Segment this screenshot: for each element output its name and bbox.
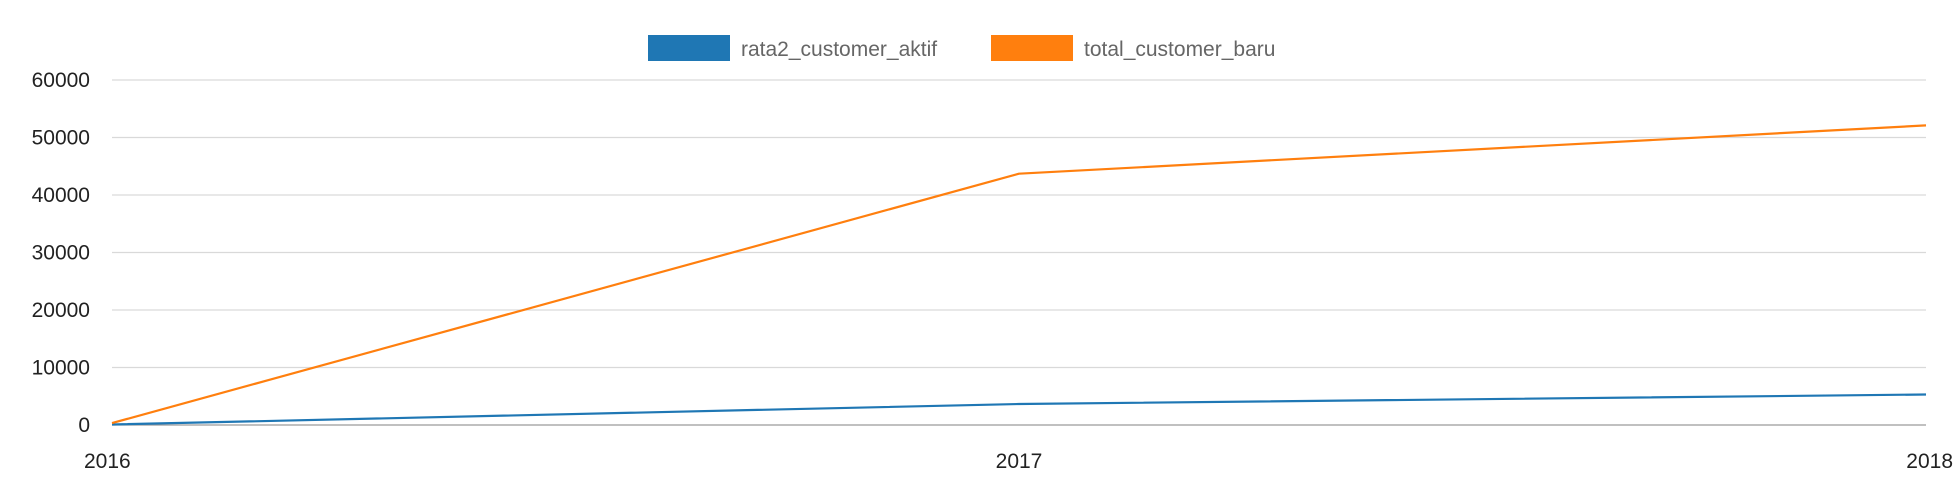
- legend-label: rata2_customer_aktif: [741, 38, 937, 61]
- legend-swatch: [648, 35, 730, 61]
- x-tick-label: 2016: [84, 450, 131, 473]
- legend-label: total_customer_baru: [1084, 38, 1275, 61]
- x-tick-label: 2017: [996, 450, 1043, 473]
- series-line-total-customer-baru: [111, 124, 1927, 425]
- y-tick-label: 30000: [32, 242, 90, 265]
- y-tick-label: 60000: [32, 69, 90, 92]
- y-tick-label: 0: [78, 414, 90, 437]
- series-layer: [111, 124, 1927, 426]
- grid-layer: [112, 79, 1926, 426]
- legend: rata2_customer_aktif total_customer_baru: [648, 35, 1275, 61]
- series-line-rata2-customer-aktif: [111, 393, 1927, 426]
- legend-swatch: [991, 35, 1073, 61]
- y-axis: 0 10000 20000 30000 40000 50000 60000: [32, 69, 90, 437]
- x-axis: 2016 2017 2018: [84, 450, 1953, 473]
- x-tick-label: 2018: [1906, 450, 1953, 473]
- y-tick-label: 20000: [32, 299, 90, 322]
- y-tick-label: 10000: [32, 357, 90, 380]
- y-tick-label: 40000: [32, 184, 90, 207]
- y-tick-label: 50000: [32, 127, 90, 150]
